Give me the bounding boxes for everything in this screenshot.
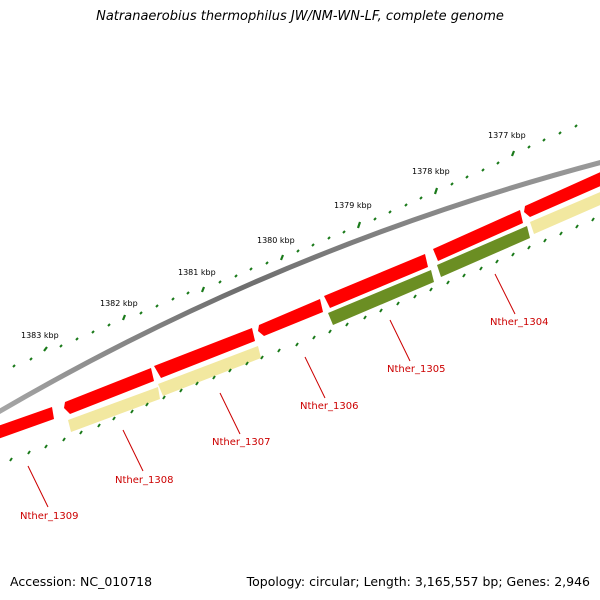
accession-text: Accession: NC_010718 bbox=[10, 574, 153, 589]
gene-arrow[interactable] bbox=[324, 254, 428, 308]
kbp-label: 1380 kbp bbox=[257, 236, 295, 245]
genome-backbone bbox=[0, 160, 600, 415]
gene-arrow[interactable] bbox=[64, 368, 154, 414]
kbp-label: 1383 kbp bbox=[21, 331, 59, 340]
genome-title: Natranaerobius thermophilus JW/NM-WN-LF,… bbox=[96, 9, 504, 24]
gene-arrow[interactable] bbox=[524, 170, 600, 217]
gene-arrow[interactable] bbox=[530, 190, 600, 234]
genome-summary-text: Topology: circular; Length: 3,165,557 bp… bbox=[246, 574, 590, 589]
gene-arrow[interactable] bbox=[158, 346, 261, 396]
inner-tick-track bbox=[9, 217, 595, 462]
gene-arrow[interactable] bbox=[0, 407, 54, 440]
kbp-label: 1378 kbp bbox=[412, 167, 450, 176]
gene-arrow[interactable] bbox=[258, 299, 323, 336]
gene-label[interactable]: Nther_1307 bbox=[212, 437, 270, 448]
gene-label[interactable]: Nther_1306 bbox=[300, 401, 358, 412]
gene-label-leaders bbox=[27, 273, 516, 508]
kbp-label: 1379 kbp bbox=[334, 201, 372, 210]
gene-arrow[interactable] bbox=[68, 387, 160, 432]
gene-arrow[interactable] bbox=[154, 328, 255, 378]
reverse-genes bbox=[68, 190, 600, 432]
forward-genes bbox=[0, 170, 600, 440]
gene-label[interactable]: Nther_1309 bbox=[20, 511, 78, 522]
gene-label[interactable]: Nther_1308 bbox=[115, 475, 173, 486]
kbp-label: 1377 kbp bbox=[488, 131, 526, 140]
gene-arrow[interactable] bbox=[433, 210, 523, 261]
gene-label[interactable]: Nther_1304 bbox=[490, 317, 548, 328]
outer-tick-track bbox=[12, 124, 578, 368]
gene-label[interactable]: Nther_1305 bbox=[387, 364, 445, 375]
kbp-label: 1381 kbp bbox=[178, 268, 216, 277]
kbp-label: 1382 kbp bbox=[100, 299, 138, 308]
gene-arrow[interactable] bbox=[328, 270, 434, 325]
gene-arrow[interactable] bbox=[437, 226, 530, 277]
